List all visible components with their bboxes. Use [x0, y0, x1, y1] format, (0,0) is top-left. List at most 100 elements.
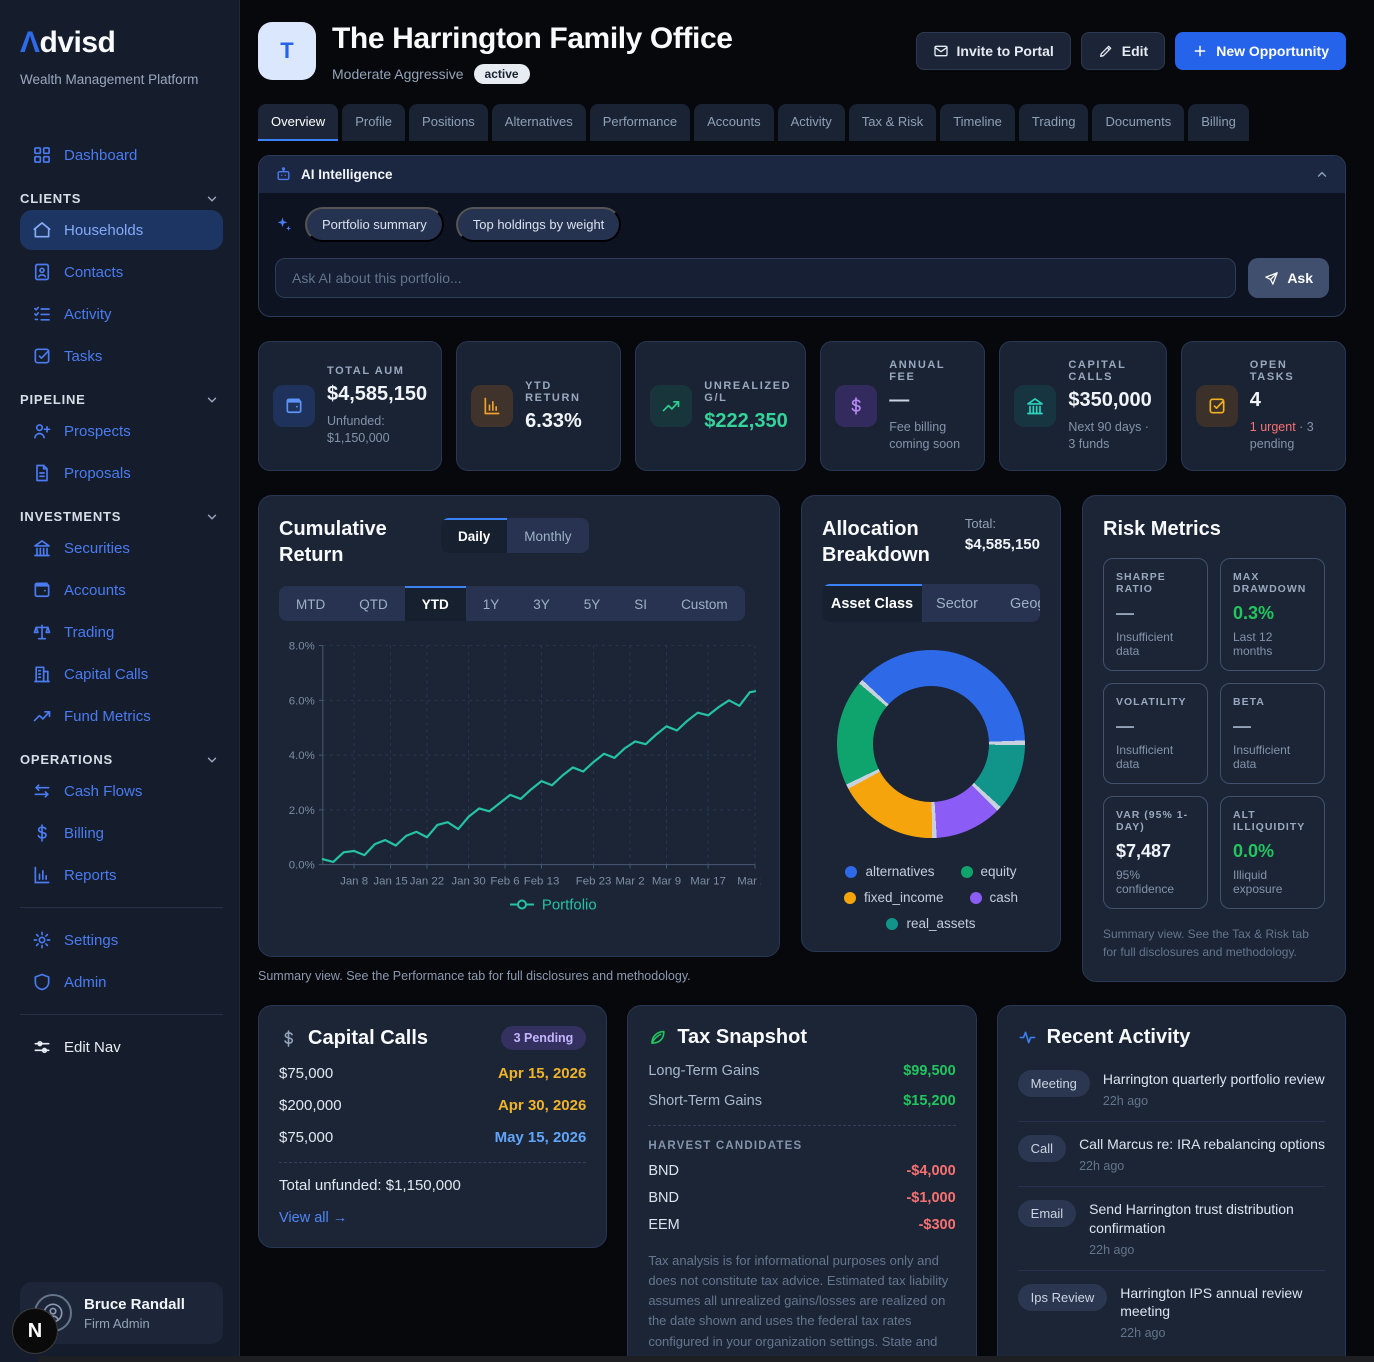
stat-label: OPEN TASKS — [1249, 358, 1295, 383]
list-checks-icon — [32, 304, 52, 324]
tab-activity[interactable]: Activity — [777, 104, 845, 141]
pending-count: · 3 pending — [1249, 419, 1314, 452]
frequency-monthly[interactable]: Monthly — [524, 529, 572, 544]
sidebar-section-pipeline[interactable]: PIPELINE — [20, 392, 219, 407]
user-role: Firm Admin — [84, 1315, 150, 1331]
section-label: OPERATIONS — [20, 752, 113, 767]
sidebar-item-contacts[interactable]: Contacts — [20, 252, 223, 292]
risk-footnote: Summary view. See the Tax & Risk tab for… — [1103, 927, 1309, 959]
edit-nav-button[interactable]: Edit Nav — [20, 1027, 223, 1067]
sidebar-item-capital-calls[interactable]: Capital Calls — [20, 654, 223, 694]
harvest-value: -$300 — [918, 1217, 956, 1233]
period-custom[interactable]: Custom — [681, 597, 728, 612]
dollar-icon — [279, 1029, 298, 1048]
period-1y[interactable]: 1Y — [482, 597, 500, 612]
sidebar-item-settings[interactable]: Settings — [20, 920, 223, 960]
risk-sub: Insufficient data — [1116, 630, 1174, 658]
tab-documents[interactable]: Documents — [1092, 104, 1185, 141]
svg-text:Jan 8: Jan 8 — [340, 876, 368, 888]
sidebar-item-proposals[interactable]: Proposals — [20, 453, 223, 493]
svg-text:4.0%: 4.0% — [289, 750, 315, 762]
sidebar-item-trading[interactable]: Trading — [20, 612, 223, 652]
period-si[interactable]: SI — [634, 597, 648, 612]
sidebar-item-dashboard[interactable]: Dashboard — [20, 135, 223, 175]
sidebar-item-billing[interactable]: Billing — [20, 813, 223, 853]
sidebar-item-tasks[interactable]: Tasks — [20, 336, 223, 376]
allocation-tab-asset-class[interactable]: Asset Class — [822, 584, 922, 622]
tab-timeline[interactable]: Timeline — [940, 104, 1015, 141]
sidebar-item-admin[interactable]: Admin — [20, 962, 223, 1002]
allocation-tab-sector[interactable]: Sector — [936, 596, 978, 612]
period-mtd[interactable]: MTD — [296, 597, 326, 612]
ai-chip-portfolio-summary[interactable]: Portfolio summary — [305, 207, 444, 242]
shield-icon — [32, 972, 52, 992]
tab-positions[interactable]: Positions — [409, 104, 488, 141]
invite-to-portal-button[interactable]: Invite to Portal — [915, 32, 1071, 70]
harvest-ticker: BND — [648, 1190, 679, 1206]
edit-nav-label: Edit Nav — [64, 1038, 121, 1056]
tab-accounts[interactable]: Accounts — [694, 104, 774, 141]
tab-trading[interactable]: Trading — [1018, 104, 1089, 141]
sidebar-section-clients[interactable]: CLIENTS — [20, 191, 219, 206]
period-5y[interactable]: 5Y — [583, 597, 601, 612]
harvest-row: BND -$4,000 — [648, 1163, 955, 1179]
sidebar-item-accounts[interactable]: Accounts — [20, 570, 223, 610]
sidebar-item-households[interactable]: Households — [20, 210, 223, 250]
activity-item[interactable]: Email Send Harrington trust distribution… — [1017, 1185, 1325, 1270]
sidebar-section-operations[interactable]: OPERATIONS — [20, 752, 219, 767]
capital-calls-title: Capital Calls — [308, 1026, 429, 1049]
sidebar-item-cash-flows[interactable]: Cash Flows — [20, 771, 223, 811]
stat-label: ANNUAL FEE — [889, 358, 946, 383]
sidebar-item-activity[interactable]: Activity — [20, 294, 223, 334]
stat-unrealized-gl: UNREALIZED G/L $222,350 — [635, 341, 807, 471]
pending-badge: 3 Pending — [500, 1026, 587, 1050]
period-3y[interactable]: 3Y — [533, 597, 550, 612]
tab-alternatives[interactable]: Alternatives — [491, 104, 586, 141]
chevron-up-icon[interactable] — [1315, 168, 1329, 182]
capital-call-row: $75,000 Apr 15, 2026 — [279, 1065, 586, 1082]
sidebar-item-reports[interactable]: Reports — [20, 855, 223, 895]
activity-text: Send Harrington trust distribution confi… — [1089, 1200, 1294, 1236]
section-label: PIPELINE — [20, 392, 86, 407]
period-ytd[interactable]: YTD — [404, 586, 466, 621]
stat-value: 4 — [1249, 388, 1261, 411]
tab-overview[interactable]: Overview — [258, 104, 339, 141]
dashboard-grid-icon — [32, 145, 52, 165]
dev-tools-badge[interactable]: N — [12, 1308, 58, 1354]
ai-chip-top-holdings[interactable]: Top holdings by weight — [455, 207, 622, 242]
activity-time: 22h ago — [1089, 1242, 1135, 1257]
tab-tax-risk[interactable]: Tax & Risk — [848, 104, 937, 141]
edit-button[interactable]: Edit — [1080, 32, 1166, 70]
period-qtd[interactable]: QTD — [359, 597, 388, 612]
ask-button[interactable]: Ask — [1248, 258, 1329, 298]
sidebar-item-prospects[interactable]: Prospects — [20, 411, 223, 451]
ai-question-input[interactable] — [275, 258, 1237, 298]
svg-text:2.0%: 2.0% — [289, 805, 315, 817]
call-date: Apr 30, 2026 — [497, 1097, 587, 1114]
period-selector: MTD QTD YTD 1Y 3Y 5Y SI Custom — [279, 586, 745, 621]
activity-item[interactable]: Meeting Harrington quarterly portfolio r… — [1017, 1057, 1325, 1121]
frequency-daily[interactable]: Daily — [441, 518, 508, 553]
dollar-icon — [835, 385, 878, 427]
svg-text:Mar 9: Mar 9 — [652, 876, 681, 888]
ai-panel-header[interactable]: AI Intelligence — [259, 156, 1345, 193]
tab-billing[interactable]: Billing — [1188, 104, 1249, 141]
chevron-down-icon — [205, 753, 219, 767]
view-all-link[interactable]: View all → — [279, 1210, 348, 1226]
leaf-icon — [648, 1028, 667, 1047]
stat-annual-fee: ANNUAL FEE — Fee billing coming soon — [820, 341, 986, 471]
activity-time: 22h ago — [1079, 1158, 1125, 1173]
frequency-toggle: Daily Monthly — [441, 518, 589, 553]
activity-item[interactable]: Call Call Marcus re: IRA rebalancing opt… — [1017, 1120, 1325, 1186]
activity-item[interactable]: Ips Review Harrington IPS annual review … — [1017, 1269, 1325, 1354]
sidebar-section-investments[interactable]: INVESTMENTS — [20, 509, 219, 524]
tax-snapshot-title: Tax Snapshot — [677, 1026, 807, 1048]
tab-performance[interactable]: Performance — [589, 104, 691, 141]
allocation-tab-geography[interactable]: Geography — [1010, 596, 1040, 612]
sidebar-item-securities[interactable]: Securities — [20, 528, 223, 568]
tab-profile[interactable]: Profile — [342, 104, 406, 141]
new-opportunity-button[interactable]: New Opportunity — [1175, 32, 1346, 70]
page-header: T The Harrington Family Office Moderate … — [258, 22, 1346, 84]
sidebar-item-fund-metrics[interactable]: Fund Metrics — [20, 696, 223, 736]
stat-value: $4,585,150 — [327, 382, 428, 405]
